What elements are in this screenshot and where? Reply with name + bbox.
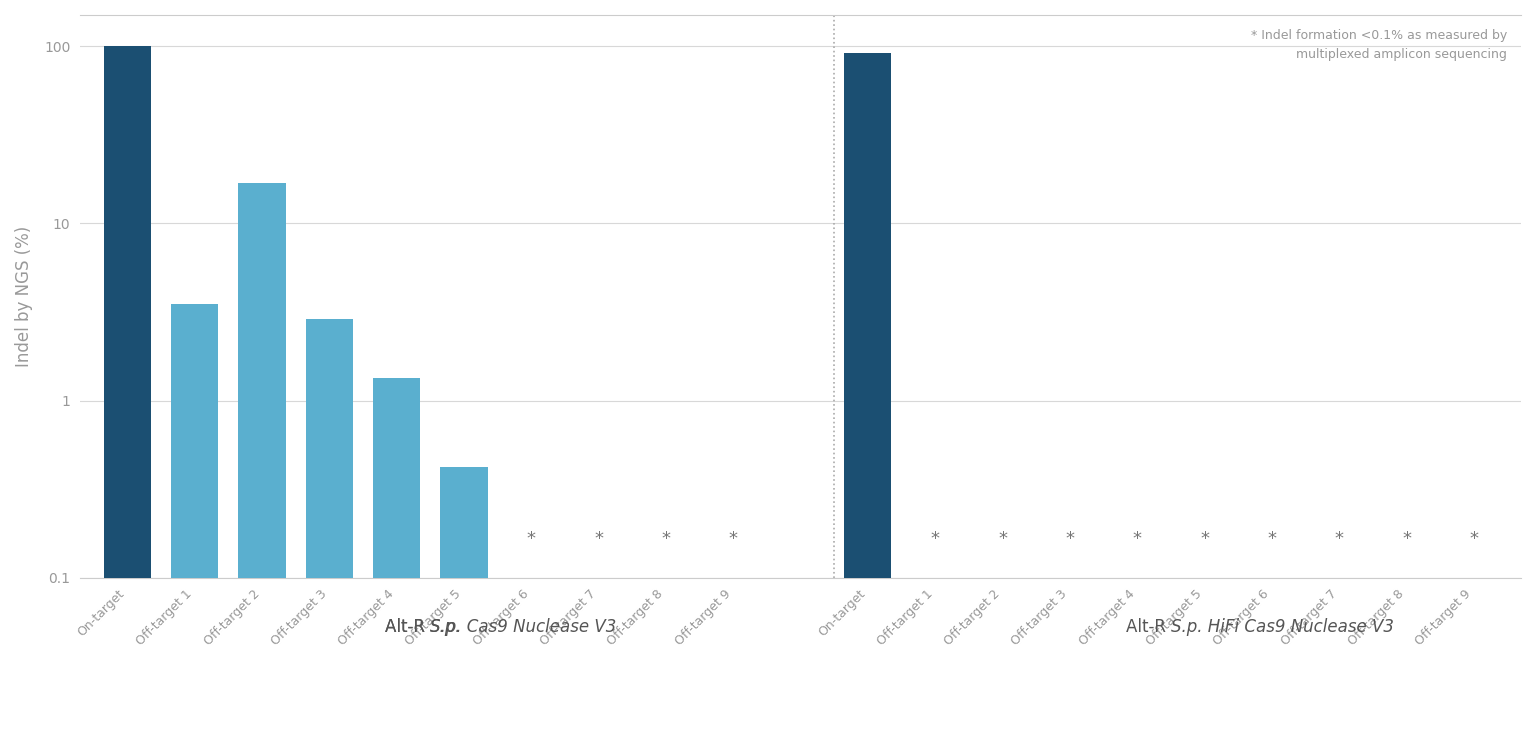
Bar — [845, 52, 891, 737]
Text: *: * — [1335, 531, 1344, 548]
Text: Alt-R: Alt-R — [386, 618, 430, 636]
Text: *: * — [527, 531, 536, 548]
Text: *: * — [1470, 531, 1478, 548]
Text: *: * — [594, 531, 604, 548]
Bar — [441, 467, 487, 737]
Text: Alt-R: Alt-R — [386, 618, 430, 636]
Text: *: * — [931, 531, 940, 548]
Text: *: * — [998, 531, 1008, 548]
Text: *: * — [1200, 531, 1209, 548]
Bar — [373, 377, 421, 737]
Text: * Indel formation <0.1% as measured by
   multiplexed amplicon sequencing: * Indel formation <0.1% as measured by m… — [1250, 29, 1507, 61]
Text: *: * — [1132, 531, 1141, 548]
Bar — [170, 304, 218, 737]
Text: *: * — [1066, 531, 1074, 548]
Text: S.p. Cas9 Nuclease V3: S.p. Cas9 Nuclease V3 — [430, 618, 616, 636]
Text: *: * — [728, 531, 737, 548]
Text: *: * — [662, 531, 670, 548]
Text: S.p. HiFi Cas9 Nuclease V3: S.p. HiFi Cas9 Nuclease V3 — [1170, 618, 1393, 636]
Text: *: * — [1402, 531, 1412, 548]
Bar — [306, 318, 353, 737]
Bar — [238, 183, 286, 737]
Text: Alt-R: Alt-R — [1126, 618, 1170, 636]
Text: S.p.: S.p. — [430, 618, 462, 636]
Text: *: * — [1267, 531, 1276, 548]
Bar — [104, 46, 151, 737]
Y-axis label: Indel by NGS (%): Indel by NGS (%) — [15, 226, 32, 367]
